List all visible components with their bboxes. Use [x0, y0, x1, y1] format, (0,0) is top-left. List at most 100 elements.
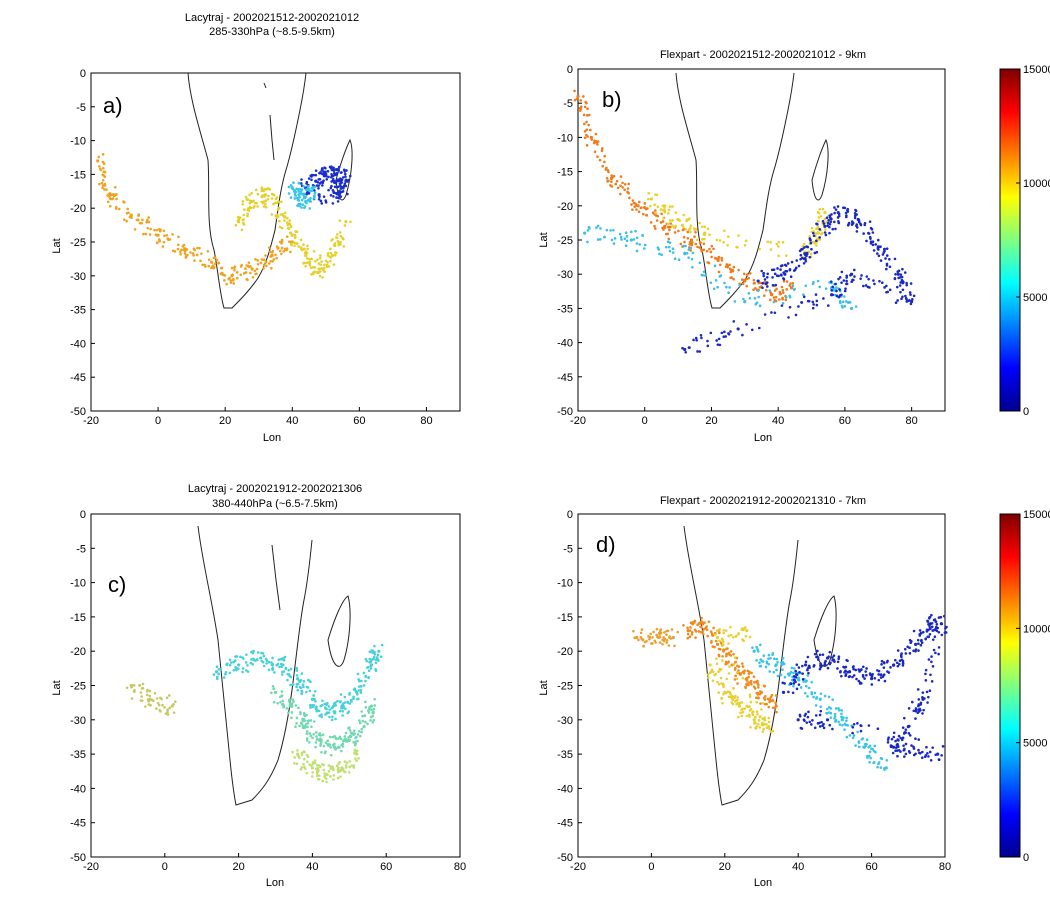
data-point: [796, 718, 800, 722]
data-point: [332, 778, 335, 781]
data-point: [917, 642, 920, 645]
data-point: [291, 750, 294, 754]
data-point: [576, 94, 580, 98]
data-point: [836, 667, 839, 670]
y-tick-label: -45: [557, 372, 573, 384]
data-point: [749, 700, 753, 704]
data-point: [724, 654, 728, 658]
data-point: [894, 746, 898, 750]
data-point: [788, 268, 792, 271]
data-point: [278, 225, 282, 229]
data-point: [332, 704, 336, 708]
data-point: [756, 650, 760, 653]
data-point: [313, 189, 316, 192]
data-point: [310, 186, 314, 190]
data-point: [199, 259, 202, 263]
data-point: [341, 710, 344, 713]
data-point: [791, 691, 795, 695]
data-point: [305, 737, 309, 740]
data-point: [876, 765, 879, 769]
data-point: [300, 178, 303, 181]
data-point: [852, 734, 856, 737]
data-point: [745, 629, 749, 633]
data-point: [914, 642, 918, 646]
data-point: [300, 206, 303, 209]
data-point: [853, 212, 857, 215]
data-point: [647, 191, 650, 195]
data-point: [326, 252, 330, 255]
data-point: [595, 226, 598, 229]
data-point: [331, 715, 334, 718]
data-point: [876, 247, 880, 250]
data-point: [847, 670, 852, 674]
data-point: [264, 261, 268, 264]
data-point: [314, 745, 317, 749]
data-point: [885, 254, 889, 257]
data-point: [652, 630, 655, 634]
data-point: [886, 741, 890, 744]
data-point: [842, 665, 845, 669]
data-point: [344, 766, 348, 769]
data-point: [762, 654, 766, 658]
data-point: [352, 740, 355, 744]
panel-b-madagascar: [811, 138, 829, 201]
data-point: [896, 299, 899, 302]
data-point: [303, 196, 307, 200]
data-point: [696, 623, 699, 627]
data-point: [364, 674, 368, 678]
data-point: [826, 224, 829, 227]
data-point: [920, 756, 924, 760]
data-point: [585, 144, 589, 147]
data-point: [807, 710, 810, 714]
data-point: [737, 669, 740, 672]
data-point: [859, 724, 863, 728]
data-point: [264, 657, 268, 661]
data-point: [171, 233, 174, 236]
data-point: [612, 174, 616, 178]
data-point: [145, 218, 149, 222]
data-point: [776, 660, 779, 664]
data-point: [356, 697, 359, 701]
data-point: [352, 729, 356, 733]
data-point: [129, 684, 133, 687]
data-point: [605, 176, 609, 180]
data-point: [859, 729, 863, 733]
data-point: [342, 739, 345, 743]
data-point: [928, 750, 932, 754]
data-point: [906, 645, 909, 649]
data-point: [287, 222, 291, 225]
data-point: [832, 658, 836, 662]
data-point: [271, 667, 274, 670]
data-point: [326, 169, 330, 173]
data-point: [635, 208, 638, 211]
data-point: [335, 251, 338, 255]
data-point: [365, 659, 369, 663]
data-point: [902, 716, 906, 720]
data-point: [633, 205, 637, 208]
data-point: [762, 727, 766, 731]
data-point: [603, 160, 606, 164]
data-point: [737, 704, 742, 708]
data-point: [804, 259, 808, 263]
data-point: [97, 155, 101, 159]
data-point: [718, 631, 721, 635]
data-point: [818, 238, 822, 241]
data-point: [338, 231, 342, 234]
x-tick-label: 40: [286, 415, 298, 427]
data-point: [694, 228, 698, 231]
data-point: [150, 698, 154, 702]
data-point: [321, 763, 324, 766]
data-point: [822, 297, 825, 300]
data-point: [855, 677, 858, 681]
data-point: [774, 283, 778, 287]
data-point: [236, 667, 240, 671]
data-point: [253, 269, 257, 273]
data-point: [369, 664, 373, 668]
x-tick-label: 20: [219, 415, 231, 427]
cluster-cyan-mid: [751, 643, 889, 771]
data-point: [829, 716, 833, 719]
y-tick-label: -45: [70, 818, 86, 830]
data-point: [854, 668, 858, 672]
data-point: [806, 715, 810, 719]
data-point: [227, 277, 231, 281]
